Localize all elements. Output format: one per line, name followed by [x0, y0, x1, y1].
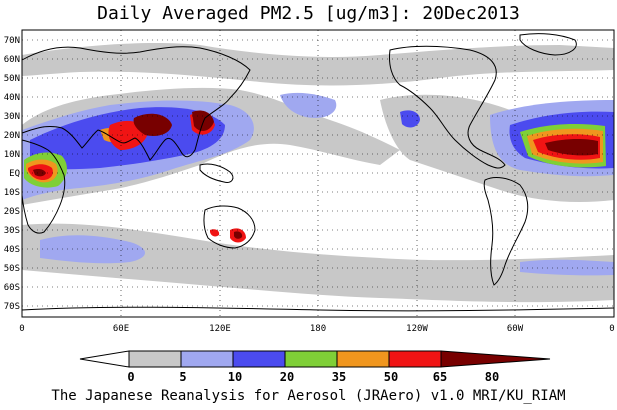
colorbar-segment-6 [388, 350, 442, 368]
antarctica-coast [21, 306, 615, 312]
pm25-field [22, 43, 614, 303]
colorbar-label-50: 50 [384, 370, 398, 384]
colorbar-segment-7 [440, 350, 551, 368]
red-australia-west [210, 229, 220, 237]
gray-band-arctic [22, 43, 614, 86]
map-title: Daily Averaged PM2.5 [ug/m3]: 20Dec2013 [97, 3, 520, 24]
north-america-coast [389, 45, 506, 169]
lat-label-50s: 50S [4, 264, 20, 274]
colorbar-label-20: 20 [280, 370, 294, 384]
greenland-coast [519, 33, 577, 56]
graticule [22, 30, 614, 317]
map-frame [21, 29, 615, 318]
lon-label-60w: 60W [507, 324, 524, 334]
lat-label-10s: 10S [4, 188, 20, 198]
coastlines [21, 33, 615, 312]
lon-label-120w: 120W [406, 324, 428, 334]
colorbar-label-35: 35 [332, 370, 346, 384]
lat-label-30s: 30S [4, 226, 20, 236]
colorbar-label-0: 0 [127, 370, 134, 384]
lat-label-30n: 30N [4, 112, 20, 122]
colorbar-segment-3 [232, 350, 286, 368]
lat-label-60s: 60S [4, 283, 20, 293]
colorbar-label-80: 80 [485, 370, 499, 384]
lat-label-60n: 60N [4, 55, 20, 65]
colorbar-segment-1 [128, 350, 182, 368]
colorbar-segment-5 [336, 350, 390, 368]
lat-label-10n: 10N [4, 150, 20, 160]
blue-npac-spot [400, 110, 420, 128]
lat-label-eq: EQ [9, 169, 20, 179]
lon-label-0-right: 0 [609, 324, 614, 334]
colorbar-segment-2 [180, 350, 234, 368]
lat-label-70s: 70S [4, 302, 20, 312]
lat-label-40n: 40N [4, 93, 20, 103]
africa-coast [21, 139, 66, 234]
lat-label-20s: 20S [4, 207, 20, 217]
lon-label-120e: 120E [209, 324, 231, 334]
lightblue-npac [280, 92, 337, 118]
darkred-australia [234, 231, 243, 239]
gray-band-south [22, 223, 614, 303]
colorbar-label-10: 10 [228, 370, 242, 384]
lat-label-40s: 40S [4, 245, 20, 255]
lightblue-satlantic [520, 259, 614, 276]
indonesia-coast [199, 163, 234, 183]
lon-label-60e: 60E [113, 324, 129, 334]
colorbar: 0 5 10 20 35 50 65 80 [79, 350, 551, 384]
lon-label-0-left: 0 [19, 324, 24, 334]
colorbar-label-65: 65 [433, 370, 447, 384]
south-america-coast [483, 177, 529, 286]
colorbar-segment-4 [284, 350, 338, 368]
lat-label-50n: 50N [4, 74, 20, 84]
australia-coast [203, 205, 256, 249]
map-credit: The Japanese Reanalysis for Aerosol (JRA… [51, 388, 566, 404]
darkred-atlantic [545, 138, 598, 156]
lat-label-20n: 20N [4, 131, 20, 141]
eurasia-coast [21, 46, 251, 161]
lon-label-180: 180 [310, 324, 326, 334]
darkred-india [133, 113, 172, 136]
longitude-labels: 0 60E 120E 180 120W 60W 0 [19, 324, 614, 334]
lat-label-70n: 70N [4, 36, 20, 46]
colorbar-segment-0 [79, 350, 130, 368]
latitude-labels: 70N 60N 50N 40N 30N 20N 10N EQ 10S 20S 3… [4, 36, 20, 312]
colorbar-label-5: 5 [179, 370, 186, 384]
darkred-africa [33, 169, 46, 177]
